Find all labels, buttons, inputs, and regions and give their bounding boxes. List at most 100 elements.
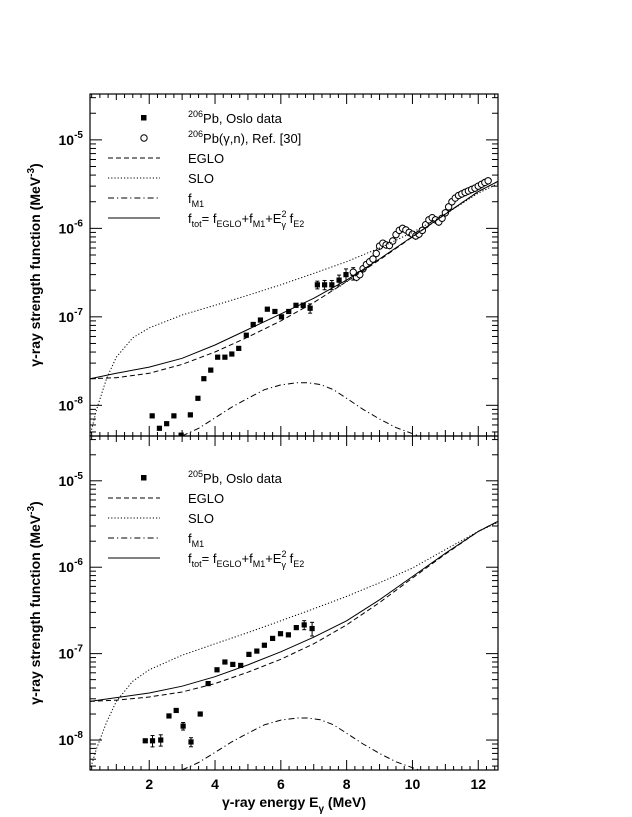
plot-area — [90, 177, 498, 436]
legend-label: EGLO — [188, 491, 224, 506]
data-point — [254, 648, 260, 654]
legend-label: ftot= fEGLO+fM1+E2 γ fE2 — [188, 209, 304, 230]
data-point — [307, 305, 313, 311]
data-point — [205, 680, 211, 687]
plot-area — [90, 520, 498, 770]
data-point — [444, 203, 453, 211]
top-panel: 10-8 10-7 10-6 10-5 γ-ray strength function … — [26, 93, 499, 437]
data-point — [261, 642, 267, 648]
legend-label: fM1 — [188, 531, 204, 549]
curve-dashdot — [181, 717, 420, 770]
data-point — [158, 737, 164, 743]
curve-solid — [90, 180, 498, 380]
y-tick-label: 10-7 — [59, 307, 84, 325]
data-point — [187, 412, 193, 418]
data-point — [166, 713, 172, 719]
data-point — [208, 367, 214, 373]
x-tick-label: 10 — [405, 776, 421, 792]
data-point — [243, 332, 249, 338]
data-point — [188, 739, 194, 745]
legend-label: 206Pb(γ,n), Ref. [30] — [188, 129, 301, 146]
data-point — [343, 272, 349, 278]
legend-label: ftot= fEGLO+fM1+E2 γ fE2 — [188, 549, 304, 570]
data-point — [277, 631, 284, 637]
legend-marker-square — [141, 475, 147, 481]
data-point — [372, 249, 380, 258]
data-point — [222, 354, 228, 360]
data-point — [230, 661, 236, 668]
data-point — [246, 651, 252, 657]
y-tick-label: 10-8 — [59, 395, 84, 413]
data-point — [369, 255, 377, 263]
data-point — [441, 209, 450, 217]
data-point — [229, 351, 235, 357]
x-tick-label: 6 — [277, 776, 285, 792]
data-point — [309, 625, 315, 632]
x-axis-title: γ-ray energy Eγ (MeV) — [222, 794, 366, 815]
x-tick-label: 2 — [145, 776, 153, 792]
legend-label: 206Pb, Oslo data — [188, 109, 283, 126]
data-point — [250, 321, 256, 328]
data-point — [270, 635, 276, 642]
data-point — [236, 345, 242, 351]
data-point — [301, 622, 307, 628]
data-point — [164, 421, 170, 427]
y-tick-label: 10-8 — [59, 730, 84, 748]
data-point — [215, 354, 221, 360]
data-point — [272, 308, 278, 315]
data-point — [286, 308, 292, 315]
legend-marker-circle — [140, 134, 148, 142]
data-point — [336, 277, 342, 283]
data-point — [285, 632, 292, 638]
data-point — [171, 413, 177, 419]
data-point — [149, 738, 156, 744]
data-point — [156, 425, 163, 431]
plot-frame — [89, 435, 499, 771]
legend-label: fM1 — [188, 191, 204, 209]
data-point — [293, 302, 299, 308]
y-tick-label: 10-5 — [59, 130, 84, 148]
data-point — [197, 711, 203, 717]
legend-label: EGLO — [188, 151, 224, 166]
data-point — [264, 306, 270, 312]
x-tick-label: 8 — [343, 776, 351, 792]
curve-dashed — [90, 180, 498, 380]
curve-dashdot — [181, 382, 420, 436]
data-point — [149, 413, 155, 419]
legend-marker-square — [141, 115, 147, 121]
data-point — [222, 659, 228, 665]
data-point — [484, 177, 492, 185]
data-point — [389, 237, 397, 245]
x-tick-label: 12 — [470, 776, 486, 792]
data-point — [195, 395, 201, 401]
data-point — [300, 302, 306, 308]
data-point — [178, 432, 184, 436]
y-tick-label: 10-7 — [59, 644, 84, 662]
data-point — [201, 376, 207, 382]
y-tick-label: 10-5 — [59, 471, 84, 489]
curve-solid — [90, 520, 498, 702]
data-point — [293, 625, 299, 631]
data-point — [238, 662, 244, 669]
data-point — [180, 723, 186, 729]
curve-dashed — [90, 520, 498, 702]
data-point — [278, 314, 285, 320]
legend-label: SLO — [188, 171, 214, 186]
data-point — [214, 667, 220, 673]
data-point — [314, 282, 320, 288]
data-point — [322, 282, 328, 288]
data-point — [142, 738, 148, 744]
y-tick-label: 10-6 — [59, 557, 84, 575]
y-axis-title: γ-ray strength function (MeV-3) — [26, 163, 43, 366]
data-point — [329, 282, 335, 288]
legend: 206Pb, Oslo data 206Pb(γ,n), Ref. [30] EGL… — [108, 109, 304, 230]
x-tick-label: 4 — [211, 776, 219, 792]
data-point — [257, 317, 264, 323]
legend-label: SLO — [188, 511, 214, 526]
y-axis-title: γ-ray strength function (MeV-3) — [26, 501, 43, 704]
legend-label: 205Pb, Oslo data — [188, 469, 283, 486]
data-point — [173, 707, 179, 714]
y-tick-label: 10-6 — [59, 218, 84, 236]
